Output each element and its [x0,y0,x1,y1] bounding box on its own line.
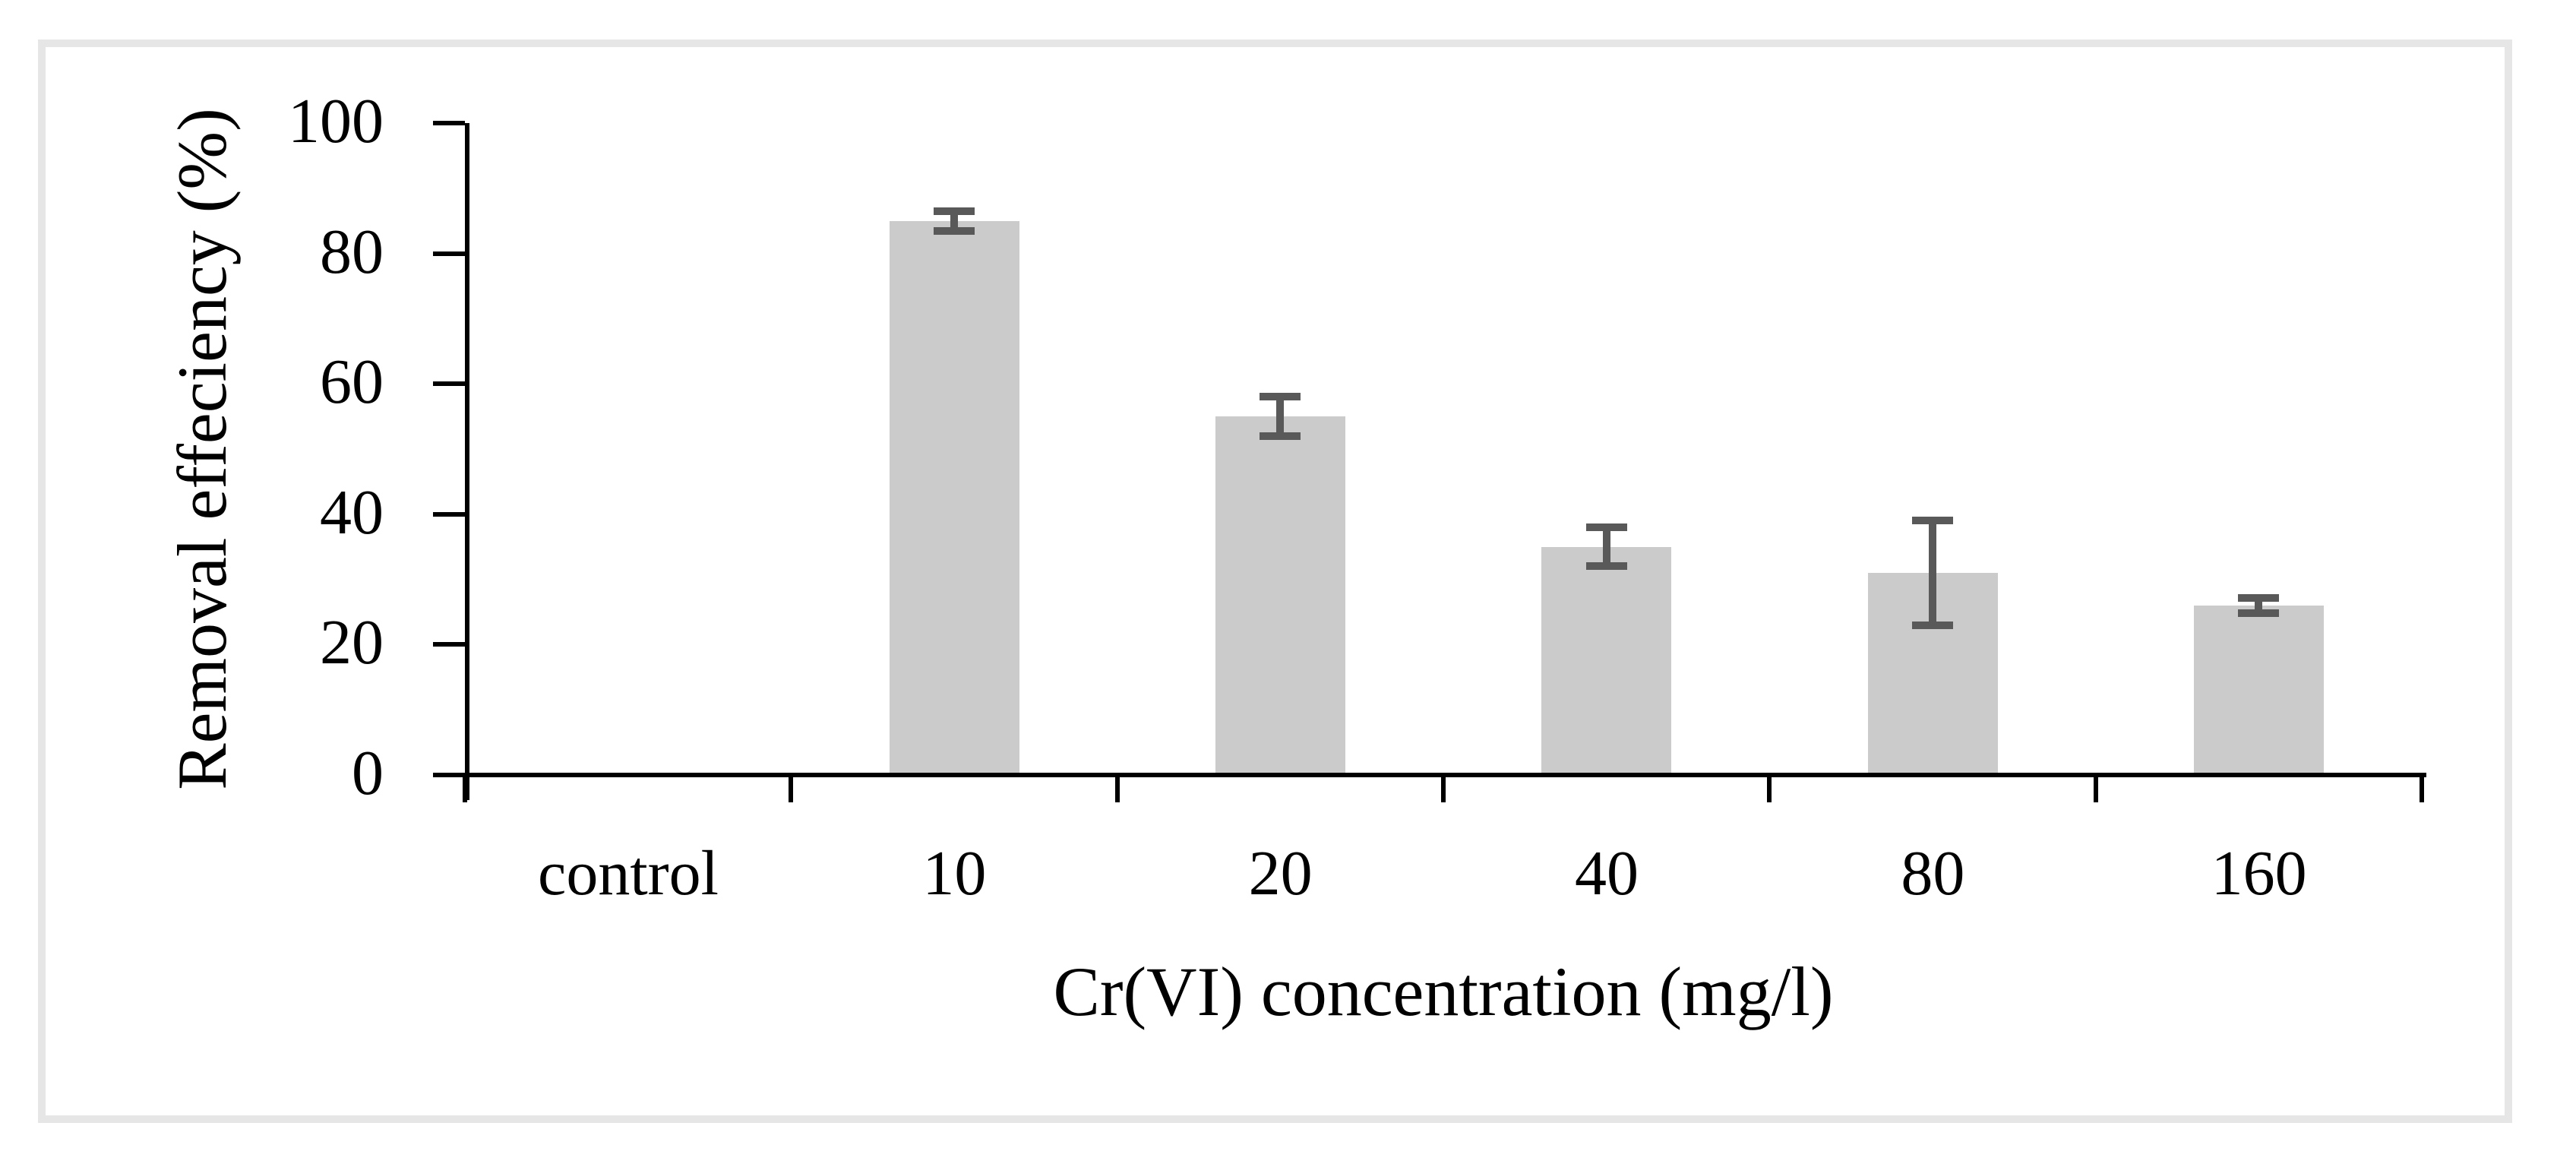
y-tick-label: 20 [320,607,384,678]
error-bar-cap-top-20 [1260,393,1301,401]
error-bar-cap-bottom-40 [1585,562,1627,571]
error-bar-cap-top-160 [2238,593,2280,602]
x-axis-title: Cr(VI) concentration (mg/l) [1053,953,1834,1030]
y-tick-label: 0 [352,738,384,808]
error-bar-160 [2255,597,2263,614]
y-axis-tick [433,642,465,647]
x-axis-tick [789,777,794,802]
plot-area [465,123,2422,775]
error-bar-cap-bottom-10 [934,226,975,235]
y-tick-label: 60 [320,346,384,418]
x-category-label-40: 40 [1575,838,1639,909]
bar-160 [2193,605,2324,773]
error-bar-cap-top-40 [1585,523,1627,531]
error-bar-20 [1276,397,1285,436]
y-axis-tick [433,381,465,387]
error-bar-cap-top-10 [934,207,975,215]
y-axis-tick [433,251,465,256]
x-axis-tick [2093,777,2098,802]
y-axis-line [465,123,469,800]
y-tick-label: 40 [320,476,384,548]
error-bar-10 [950,210,958,231]
error-bar-40 [1602,527,1610,567]
x-category-label-80: 80 [1901,838,1965,909]
y-axis-tick [433,121,465,125]
x-axis-line [465,773,2426,777]
y-axis-tick [433,511,465,517]
error-bar-cap-bottom-80 [1912,621,1953,629]
x-category-label-control: control [538,838,719,909]
x-axis-tick [463,777,467,802]
x-axis-tick [2420,777,2424,802]
y-tick-label: 100 [288,86,384,157]
y-tick-label: 80 [320,216,384,287]
x-axis-tick [1767,777,1772,802]
x-category-label-20: 20 [1248,838,1313,909]
x-axis-tick [1441,777,1446,802]
error-bar-cap-top-80 [1912,517,1953,525]
bar-10 [889,220,1019,773]
figure-border [38,40,2512,1123]
error-bar-80 [1929,520,1936,625]
error-bar-cap-bottom-20 [1260,432,1301,440]
y-axis-title: Removal effeciency (%) [163,108,241,790]
x-category-label-10: 10 [922,838,987,909]
x-category-label-160: 160 [2211,838,2307,909]
x-axis-tick [1114,777,1120,802]
y-axis-tick [433,773,465,777]
error-bar-cap-bottom-160 [2238,609,2280,618]
bar-40 [1541,546,1672,773]
bar-20 [1215,416,1345,773]
